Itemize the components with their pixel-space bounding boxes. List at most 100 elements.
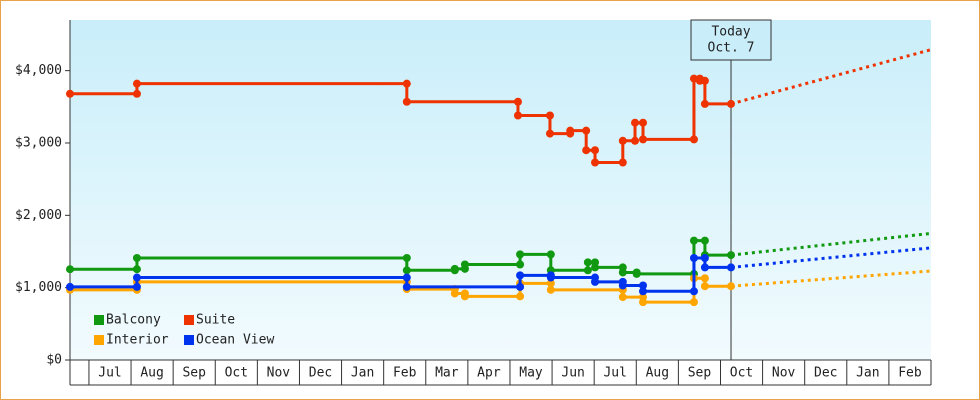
x-tick-label: Dec	[814, 366, 837, 381]
price-point	[689, 298, 698, 307]
forecast-line	[730, 246, 932, 269]
price-point	[132, 89, 141, 98]
price-point	[689, 135, 698, 144]
x-tick-label: Sep	[688, 366, 712, 381]
price-point	[545, 129, 554, 138]
price-point	[591, 146, 600, 155]
legend-label: Ocean View	[196, 333, 274, 348]
price-point	[631, 136, 640, 145]
price-point	[583, 266, 592, 275]
price-point	[132, 79, 141, 88]
price-point	[689, 287, 698, 296]
price-point	[618, 158, 627, 167]
x-tick-label: Dec	[309, 366, 332, 381]
legend-swatch	[94, 315, 104, 325]
price-point	[450, 264, 459, 273]
price-point	[727, 99, 736, 108]
price-point	[618, 268, 627, 277]
x-tick-label: Jan	[351, 366, 374, 381]
price-point	[700, 254, 709, 262]
price-point	[582, 146, 591, 155]
price-point	[689, 254, 698, 262]
x-tick-label: Feb	[898, 366, 922, 381]
price-point	[591, 263, 600, 272]
x-tick-label: Sep	[182, 366, 206, 381]
price-point	[639, 287, 648, 296]
price-point	[132, 265, 141, 274]
price-point	[402, 97, 411, 106]
x-tick-label: Nov	[267, 366, 291, 381]
y-tick-label: $3,000	[15, 135, 62, 150]
price-point	[639, 118, 648, 127]
price-point	[516, 260, 525, 269]
price-point	[546, 285, 555, 294]
price-point	[639, 281, 648, 290]
price-point	[513, 97, 522, 106]
today-label: Today	[711, 25, 750, 40]
price-point	[631, 118, 640, 127]
price-point	[516, 271, 525, 280]
price-point	[700, 282, 709, 291]
y-tick-label: $2,000	[15, 208, 62, 223]
legend-label: Interior	[106, 333, 169, 348]
price-point	[516, 282, 525, 291]
price-point	[450, 289, 459, 298]
legend-swatch	[94, 335, 104, 345]
x-tick-label: Oct	[225, 366, 248, 381]
price-point	[66, 282, 74, 291]
plot-background	[70, 20, 931, 360]
forecast-line	[730, 231, 932, 257]
x-tick-label: Jul	[603, 366, 626, 381]
price-point	[689, 236, 698, 245]
price-point	[516, 250, 525, 259]
x-tick-label: Nov	[772, 366, 796, 381]
legend-swatch	[184, 315, 194, 325]
price-point	[618, 293, 627, 302]
price-point	[402, 273, 411, 282]
price-point	[591, 158, 600, 167]
price-point	[546, 273, 555, 282]
x-tick-label: Aug	[140, 366, 163, 381]
price-point	[513, 111, 522, 120]
price-point	[132, 254, 141, 262]
price-point	[402, 282, 411, 291]
price-point	[132, 273, 141, 282]
price-point	[516, 292, 525, 301]
y-tick-label: $4,000	[15, 63, 62, 78]
legend-swatch	[184, 335, 194, 345]
price-point	[618, 281, 627, 290]
price-point	[566, 126, 575, 135]
x-tick-label: Feb	[393, 366, 417, 381]
y-tick-label: $0	[46, 353, 62, 368]
legend-label: Balcony	[106, 313, 161, 328]
price-point	[700, 236, 709, 245]
x-tick-label: Jun	[561, 366, 584, 381]
price-point	[582, 126, 591, 135]
price-point	[402, 266, 411, 275]
x-tick-label: Jul	[98, 366, 121, 381]
x-tick-label: Mar	[435, 366, 459, 381]
price-line	[70, 239, 732, 276]
price-point	[132, 282, 141, 291]
x-tick-label: May	[519, 366, 543, 381]
price-point	[460, 260, 469, 269]
legend-label: Suite	[196, 313, 235, 328]
price-point	[66, 89, 74, 98]
x-tick-label: Oct	[730, 366, 753, 381]
x-tick-label: Aug	[646, 366, 669, 381]
price-point	[727, 251, 736, 260]
price-point	[583, 258, 592, 267]
y-tick-label: $1,000	[15, 280, 62, 295]
price-point	[700, 99, 709, 108]
price-point	[639, 135, 648, 144]
price-point	[66, 265, 74, 274]
price-point	[545, 111, 554, 120]
price-point	[546, 250, 555, 259]
price-point	[546, 279, 555, 288]
forecast-line	[730, 269, 932, 288]
price-point	[402, 79, 411, 88]
today-box	[690, 19, 772, 61]
today-label: Oct. 7	[708, 41, 755, 56]
